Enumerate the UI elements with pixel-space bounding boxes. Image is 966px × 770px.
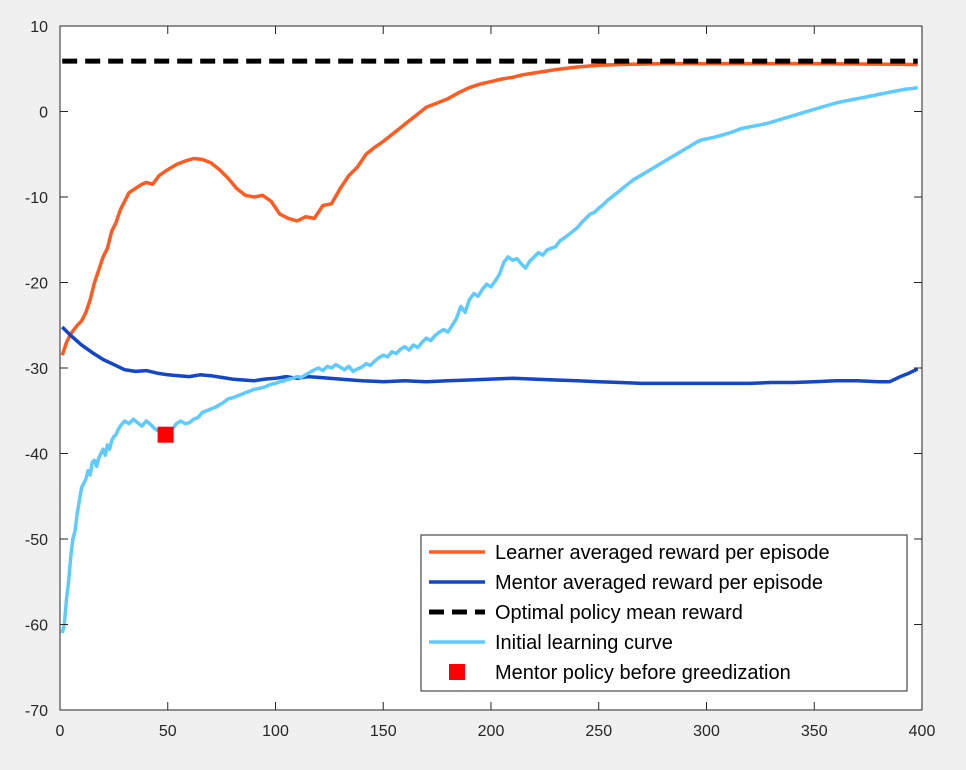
x-tick-label: 150 bbox=[370, 723, 397, 740]
legend-swatch-5 bbox=[449, 664, 465, 680]
y-tick-label: 0 bbox=[39, 105, 48, 122]
legend-label-3: Optimal policy mean reward bbox=[495, 602, 743, 624]
series-layer bbox=[60, 58, 919, 634]
series-line-4 bbox=[60, 85, 919, 634]
x-tick-label: 350 bbox=[801, 723, 828, 740]
legend-box bbox=[420, 534, 908, 692]
y-tick-label: -20 bbox=[25, 276, 48, 293]
y-tick-label: -40 bbox=[25, 447, 48, 464]
y-tick-label: -60 bbox=[25, 618, 48, 635]
y-tick-label: -70 bbox=[25, 703, 48, 720]
x-tick-label: 400 bbox=[909, 723, 936, 740]
x-tick-label: 100 bbox=[262, 723, 289, 740]
x-tick-label: 200 bbox=[478, 723, 505, 740]
series-line-1 bbox=[60, 61, 918, 356]
legend-label-2: Mentor averaged reward per episode bbox=[495, 572, 823, 594]
y-tick-label: -10 bbox=[25, 190, 48, 207]
legend-label-1: Learner averaged reward per episode bbox=[495, 542, 830, 564]
x-tick-label: 300 bbox=[693, 723, 720, 740]
y-tick-label: -50 bbox=[25, 532, 48, 549]
x-tick-label: 250 bbox=[585, 723, 612, 740]
marker-point-1 bbox=[157, 426, 174, 443]
y-tick-label: -30 bbox=[25, 361, 48, 378]
legend-label-4: Initial learning curve bbox=[495, 632, 673, 654]
y-tick-label: 10 bbox=[30, 19, 48, 36]
tick-layer: 0 50 100 150 200 250 300 350 400-70-60-50-40-30-… bbox=[25, 19, 936, 740]
legend-label-5: Mentor policy before greedization bbox=[495, 662, 791, 684]
legend: Learner averaged reward per episode Mento… bbox=[420, 534, 908, 692]
series-line-2 bbox=[60, 325, 919, 386]
marker-layer bbox=[157, 426, 174, 443]
x-tick-label: 0 bbox=[56, 723, 65, 740]
x-tick-label: 50 bbox=[159, 723, 177, 740]
